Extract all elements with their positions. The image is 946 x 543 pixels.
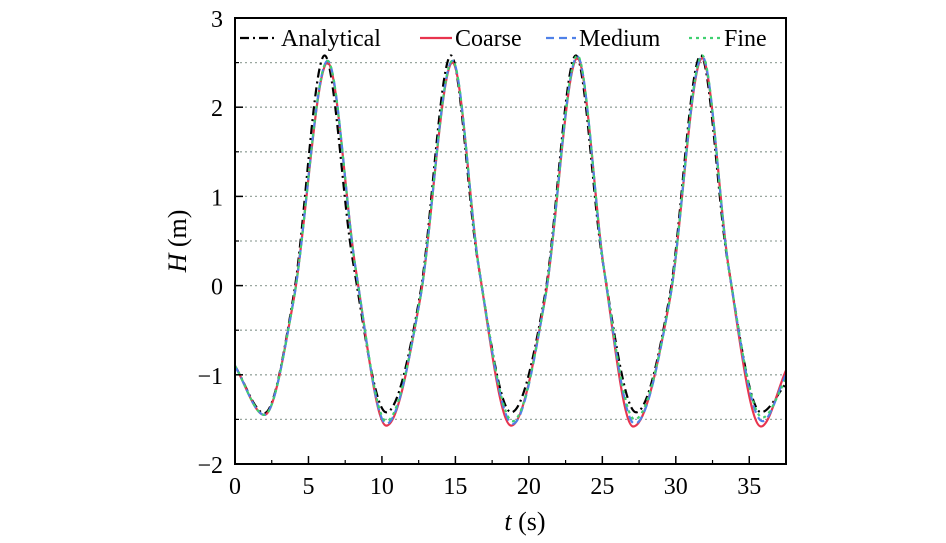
legend-label-analytical: Analytical (281, 26, 381, 52)
y-tick-label: −2 (197, 453, 223, 479)
legend-label-fine: Fine (724, 26, 767, 52)
series-lines (234, 54, 788, 428)
x-tick-label: 10 (370, 474, 394, 500)
series-line-coarse (234, 56, 788, 428)
x-tick-label: 0 (229, 474, 241, 500)
x-axis-unit: (s) (512, 507, 546, 536)
legend-label-coarse: Coarse (455, 26, 522, 52)
x-tick-label: 15 (443, 474, 467, 500)
grid-lines (235, 61, 786, 421)
y-tick-label: 1 (211, 185, 223, 211)
y-tick-label: −1 (197, 364, 223, 390)
legend-label-medium: Medium (579, 26, 661, 52)
legend: Analytical Coarse Medium Fine (240, 26, 767, 52)
x-tick-label: 5 (302, 474, 314, 500)
x-tick-label: 25 (590, 474, 614, 500)
series-line-analytical (234, 54, 787, 415)
x-axis-variable: t (504, 507, 512, 536)
x-tick-label: 35 (737, 474, 761, 500)
series-line-fine (234, 54, 787, 423)
y-tick-label: 3 (211, 7, 223, 33)
series-line-medium (234, 55, 787, 426)
y-tick-label: 2 (211, 96, 223, 122)
x-tick-label: 20 (517, 474, 541, 500)
y-tick-label: 0 (211, 275, 223, 301)
tick-labels: 0 5 10 15 20 25 30 35 −2 −1 0 1 2 3 (197, 7, 761, 500)
y-axis-variable: H (163, 252, 192, 273)
x-tick-label: 30 (664, 474, 688, 500)
y-axis-unit: (m) (163, 210, 192, 254)
x-axis-title: t (s) (504, 507, 545, 536)
axis-ticks (234, 17, 751, 465)
y-axis-title: H (m) (163, 210, 192, 274)
